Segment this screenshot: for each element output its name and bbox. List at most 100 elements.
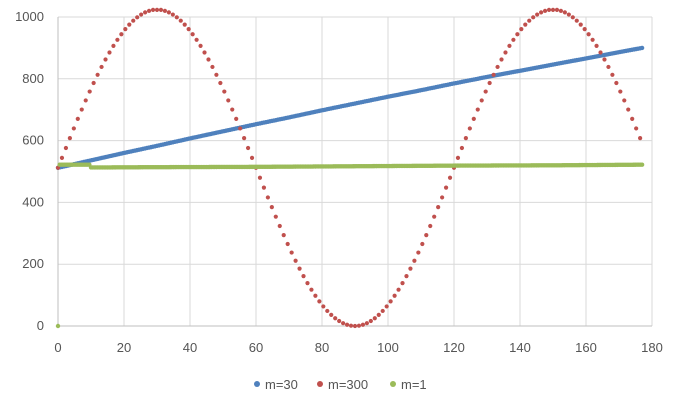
data-point — [455, 155, 461, 160]
data-point — [55, 323, 61, 329]
data-point — [67, 136, 72, 141]
data-point — [626, 107, 631, 112]
data-point — [99, 64, 104, 70]
data-point — [297, 266, 302, 271]
y-tick-label-0: 0 — [37, 318, 44, 333]
data-point — [499, 57, 504, 62]
data-point — [432, 214, 437, 219]
data-point — [218, 80, 223, 86]
data-point — [531, 15, 536, 20]
data-point — [178, 18, 183, 23]
y-tick-label-600: 600 — [22, 133, 44, 148]
data-point — [150, 7, 156, 12]
data-point — [146, 8, 152, 13]
data-point — [479, 98, 484, 103]
data-point — [408, 266, 413, 271]
x-tick-label-160: 160 — [575, 340, 597, 355]
data-point — [313, 293, 318, 298]
data-point — [190, 32, 195, 37]
data-point — [91, 80, 96, 86]
data-point — [594, 43, 599, 48]
data-point — [238, 126, 243, 131]
data-point — [606, 64, 611, 70]
data-point — [261, 185, 267, 190]
data-point — [424, 233, 429, 238]
x-tick-label-20: 20 — [117, 340, 131, 355]
data-point — [491, 72, 496, 77]
data-point — [123, 27, 128, 32]
data-point — [83, 98, 88, 103]
x-tick-label-100: 100 — [377, 340, 399, 355]
data-point — [325, 308, 330, 314]
data-point — [103, 57, 108, 62]
data-point — [321, 304, 326, 309]
legend-marker-m30 — [254, 381, 260, 387]
x-tick-label-0: 0 — [54, 340, 61, 355]
data-point — [503, 50, 508, 55]
data-point — [614, 80, 619, 86]
data-point — [230, 107, 235, 112]
data-point — [400, 281, 405, 286]
data-point — [198, 43, 203, 48]
data-point — [95, 72, 100, 77]
data-point — [436, 205, 441, 210]
series-m30 — [55, 45, 645, 170]
data-point — [487, 80, 492, 86]
legend-label-m300: m=300 — [328, 377, 368, 392]
data-point — [174, 15, 179, 20]
tick-labels: 0 20 40 60 80 100 120 140 160 180 0 200 400 600 800 100… — [15, 9, 663, 355]
data-point — [107, 50, 112, 55]
x-tick-label-60: 60 — [249, 340, 263, 355]
data-point — [242, 136, 247, 141]
y-tick-label-800: 800 — [22, 71, 44, 86]
data-point — [139, 12, 144, 17]
data-point — [333, 316, 338, 321]
data-point — [562, 10, 567, 15]
data-point — [542, 8, 548, 13]
data-point — [638, 136, 643, 141]
data-point — [309, 287, 314, 292]
data-point — [127, 22, 132, 27]
data-point — [376, 312, 381, 317]
data-point — [281, 233, 286, 238]
data-point — [305, 281, 310, 286]
data-point — [289, 250, 294, 255]
data-point — [475, 107, 480, 112]
data-point — [348, 323, 354, 328]
data-point — [416, 250, 421, 255]
data-point — [471, 116, 476, 122]
data-point — [75, 116, 80, 122]
data-point — [578, 22, 583, 27]
data-point — [582, 27, 587, 32]
data-point — [352, 323, 358, 329]
data-point — [170, 12, 175, 17]
data-point — [226, 98, 231, 103]
data-point — [428, 223, 433, 229]
data-point — [384, 304, 389, 309]
data-point — [372, 316, 377, 321]
data-point — [285, 241, 290, 247]
data-point — [115, 37, 120, 42]
x-tick-label-140: 140 — [509, 340, 531, 355]
data-point — [630, 116, 635, 122]
data-marks — [55, 7, 645, 329]
data-point — [586, 32, 591, 37]
data-point — [380, 308, 385, 314]
series-m1 — [55, 162, 645, 329]
data-point — [119, 32, 124, 37]
legend-label-m1: m=1 — [401, 377, 427, 392]
data-point — [554, 7, 560, 12]
data-point — [368, 318, 373, 324]
data-point — [566, 12, 571, 17]
data-point — [570, 15, 575, 20]
data-point — [598, 50, 603, 55]
data-point — [154, 7, 160, 12]
data-point — [344, 322, 350, 327]
data-point — [194, 37, 199, 42]
data-point — [558, 8, 564, 13]
data-point — [206, 57, 211, 62]
data-point — [131, 18, 136, 23]
data-point — [87, 89, 92, 94]
data-point — [202, 50, 207, 55]
